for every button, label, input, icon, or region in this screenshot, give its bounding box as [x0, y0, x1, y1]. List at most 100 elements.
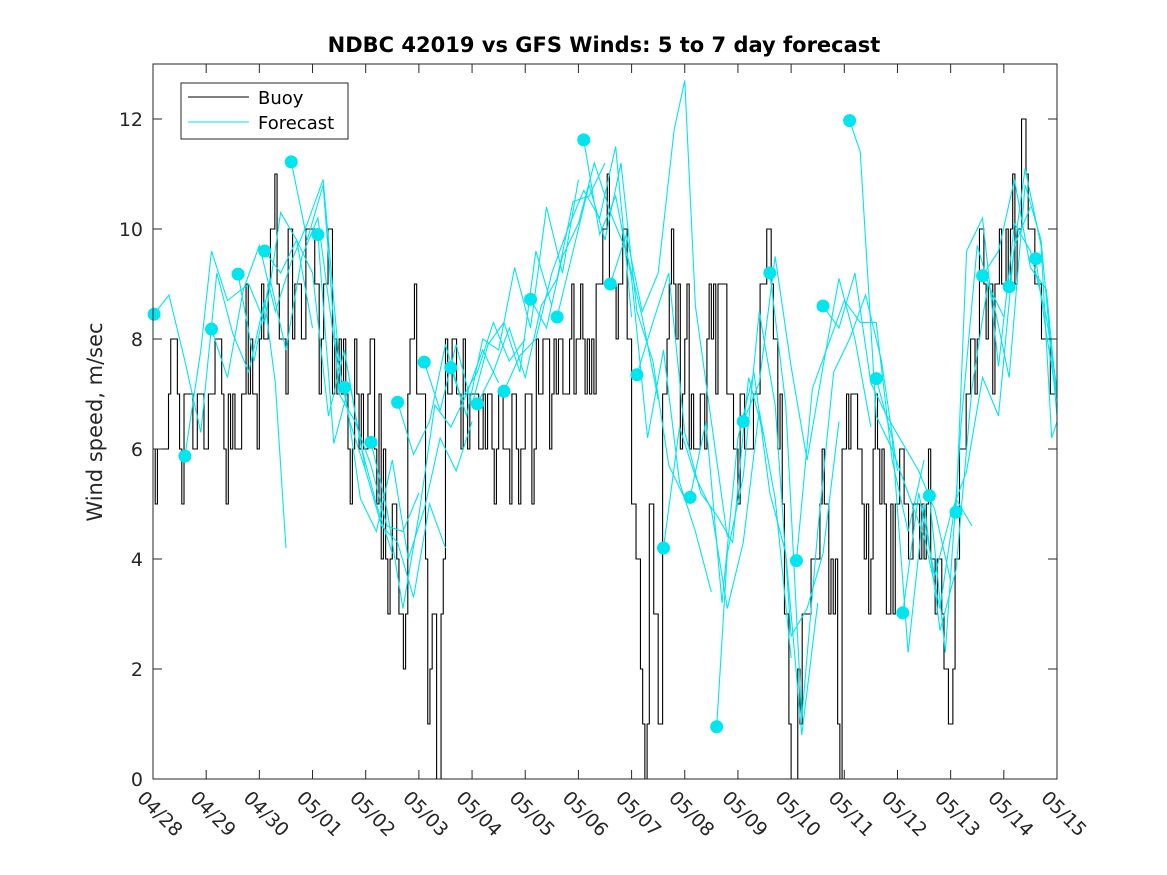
forecast-run-line-25 — [795, 299, 925, 561]
forecast-start-marker-5 — [258, 244, 272, 258]
forecast-start-marker-32 — [976, 269, 990, 283]
forecast-start-marker-22 — [710, 720, 724, 734]
forecast-run-line-17 — [583, 139, 712, 593]
forecast-run-line-11 — [423, 250, 553, 413]
y-tick-label: 4 — [131, 549, 143, 571]
forecast-start-marker-19 — [630, 368, 644, 382]
forecast-start-marker-17 — [577, 133, 591, 147]
forecast-run-line-14 — [503, 146, 633, 392]
axes-box — [152, 63, 1058, 780]
y-tick-label: 2 — [131, 659, 143, 681]
forecast-run-line-1 — [153, 272, 287, 549]
forecast-start-marker-13 — [470, 397, 484, 411]
forecast-start-marker-18 — [603, 277, 617, 291]
forecast-start-marker-31 — [949, 505, 963, 519]
forecast-run-line-16 — [556, 162, 686, 499]
forecast-run-line-32 — [982, 179, 1057, 400]
forecast-run-line-22 — [716, 311, 840, 727]
forecast-start-marker-10 — [391, 395, 405, 409]
forecast-start-marker-21 — [683, 490, 697, 504]
legend-box — [180, 82, 349, 140]
x-tick-label: 04/30 — [239, 787, 293, 841]
forecast-start-marker-20 — [656, 541, 670, 555]
forecast-start-marker-30 — [922, 489, 936, 503]
x-tick-label: 05/02 — [345, 787, 399, 841]
forecast-start-marker-3 — [204, 322, 218, 336]
buoy-series-line — [153, 118, 1057, 779]
forecast-start-marker-15 — [524, 292, 538, 306]
forecast-run-line-5 — [264, 238, 393, 554]
forecast-run-line-20 — [662, 410, 792, 659]
y-tick-label: 10 — [119, 219, 143, 241]
legend-forecast-label: Forecast — [258, 113, 334, 134]
forecast-run-line-4 — [237, 215, 367, 472]
forecast-run-line-3 — [210, 179, 340, 378]
y-tick-label: 0 — [131, 769, 143, 791]
forecast-start-marker-27 — [843, 114, 857, 128]
chart-title: NDBC 42019 vs GFS Winds: 5 to 7 day fore… — [328, 33, 881, 57]
x-tick-label: 04/28 — [132, 787, 186, 841]
forecast-start-marker-14 — [497, 384, 511, 398]
legend-buoy-label: Buoy — [258, 88, 304, 109]
forecast-run-line-33 — [1008, 168, 1057, 439]
y-tick-label: 8 — [131, 329, 143, 351]
forecast-run-line-7 — [317, 234, 446, 598]
forecast-start-marker-4 — [231, 267, 245, 281]
forecast-run-line-8 — [343, 387, 473, 560]
y-tick-label: 12 — [119, 109, 143, 131]
forecast-run-line-18 — [609, 80, 728, 538]
forecast-run-line-12 — [450, 179, 579, 419]
forecast-start-marker-24 — [763, 266, 777, 280]
x-tick-label: 05/05 — [505, 787, 559, 841]
forecast-run-line-6 — [290, 161, 420, 533]
forecast-run-line-19 — [636, 272, 766, 545]
forecast-start-marker-26 — [816, 299, 830, 313]
forecast-start-marker-25 — [789, 554, 803, 568]
forecast-run-line-15 — [530, 161, 659, 400]
x-tick-label: 05/11 — [824, 787, 878, 841]
x-tick-label: 05/04 — [452, 787, 506, 841]
x-tick-label: 05/01 — [292, 787, 346, 841]
forecast-start-marker-28 — [869, 372, 883, 386]
forecast-run-line-24 — [769, 272, 899, 719]
forecast-run-line-23 — [742, 256, 872, 461]
x-tick-label: 04/29 — [186, 787, 240, 841]
forecast-run-line-27 — [849, 120, 973, 609]
x-tick-label: 05/13 — [930, 787, 984, 841]
x-tick-label: 05/03 — [398, 787, 452, 841]
forecast-start-marker-33 — [1002, 280, 1016, 294]
x-tick-label: 05/07 — [611, 787, 665, 841]
forecast-start-marker-1 — [147, 307, 161, 321]
forecast-run-line-2 — [184, 210, 314, 457]
forecast-start-marker-12 — [444, 361, 458, 375]
forecast-start-marker-9 — [364, 435, 378, 449]
forecast-start-marker-6 — [284, 155, 298, 169]
y-tick-label: 6 — [131, 439, 143, 461]
forecast-start-marker-29 — [896, 606, 910, 620]
forecast-start-marker-16 — [550, 310, 564, 324]
plot-area — [147, 80, 1057, 779]
x-tick-label: 05/15 — [1036, 787, 1090, 841]
forecast-run-line-31 — [955, 216, 1057, 513]
forecast-run-line-28 — [875, 282, 1005, 653]
x-tick-label: 05/12 — [877, 787, 931, 841]
forecast-start-marker-23 — [736, 415, 750, 428]
forecast-start-marker-2 — [178, 449, 192, 463]
forecast-start-marker-8 — [337, 380, 351, 394]
forecast-start-marker-34 — [1029, 252, 1043, 266]
x-tick-label: 05/08 — [664, 787, 718, 841]
forecast-run-line-13 — [476, 162, 606, 405]
x-tick-label: 05/06 — [558, 787, 612, 841]
y-axis-label: Wind speed, m/sec — [83, 322, 107, 521]
forecast-run-line-34 — [1035, 258, 1057, 400]
x-tick-label: 05/14 — [983, 787, 1037, 841]
forecast-start-marker-7 — [311, 228, 325, 241]
forecast-start-marker-11 — [417, 355, 431, 369]
axes: 02468101204/2804/2904/3005/0105/0205/030… — [119, 63, 1091, 841]
forecast-run-line-29 — [902, 206, 1031, 613]
plot-inner — [153, 80, 1057, 779]
x-tick-label: 05/10 — [771, 787, 825, 841]
legend: Buoy Forecast — [180, 82, 349, 140]
x-tick-label: 05/09 — [717, 787, 771, 841]
